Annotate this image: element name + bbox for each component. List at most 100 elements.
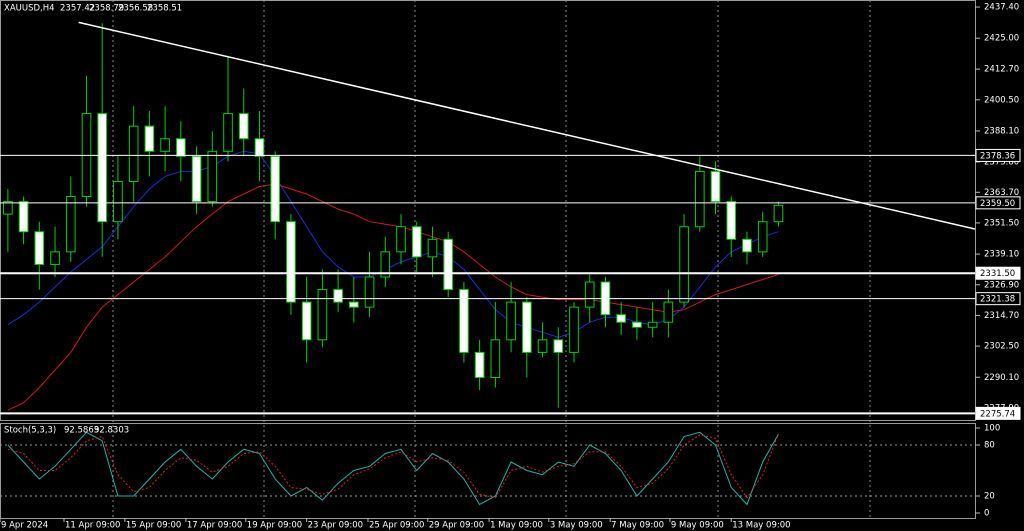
stoch-panel-border bbox=[0, 423, 976, 519]
y-tick-label: 2400.50 bbox=[984, 95, 1019, 105]
candle-body bbox=[128, 125, 139, 182]
y-tick-label: 2351.50 bbox=[984, 218, 1019, 228]
level-label-box bbox=[975, 148, 1021, 162]
candle-body bbox=[176, 138, 186, 157]
x-tick-label: 19 Apr 09:00 bbox=[247, 521, 302, 531]
moving-average bbox=[7, 183, 779, 411]
candle-body bbox=[427, 238, 438, 258]
candle-body bbox=[459, 289, 469, 353]
x-tick-label: 25 Apr 09:00 bbox=[369, 521, 424, 531]
level-label-box bbox=[975, 266, 1021, 280]
candle-body bbox=[191, 155, 202, 203]
y-tick-label: 2326.90 bbox=[984, 280, 1019, 290]
y-tick-label: 2425.00 bbox=[984, 34, 1019, 44]
candle-body bbox=[144, 125, 155, 152]
candle-body bbox=[679, 226, 689, 303]
symbol: XAUUSD,H4 bbox=[4, 4, 55, 14]
level-label-box bbox=[975, 406, 1021, 420]
ohlc-open: 2357.42 bbox=[60, 4, 95, 14]
candle-body bbox=[97, 113, 108, 223]
candle-body bbox=[647, 321, 658, 328]
candle-body bbox=[254, 138, 265, 157]
candle-body bbox=[349, 301, 359, 308]
x-tick-label: 13 May 09:00 bbox=[732, 521, 790, 531]
candle-body bbox=[773, 204, 784, 223]
y-tick-label: 2363.70 bbox=[984, 188, 1019, 198]
candle-body bbox=[569, 306, 579, 353]
x-tick-label: 29 Apr 09:00 bbox=[429, 521, 484, 531]
x-tick-label: 17 Apr 09:00 bbox=[187, 521, 242, 531]
y-tick-label: 2437.40 bbox=[984, 3, 1019, 13]
candle-body bbox=[113, 180, 123, 223]
candle-body bbox=[742, 238, 752, 253]
x-tick-label: 23 Apr 09:00 bbox=[308, 521, 363, 531]
candle-body bbox=[238, 113, 249, 140]
stoch-plot bbox=[0, 431, 975, 506]
candle-body bbox=[506, 301, 516, 341]
x-tick-label: 11 Apr 09:00 bbox=[65, 521, 120, 531]
level-label: 2331.50 bbox=[980, 269, 1015, 279]
x-tick-label: 9 May 09:00 bbox=[671, 521, 724, 531]
y-tick-label: 2290.10 bbox=[984, 373, 1019, 383]
level-label-box bbox=[975, 196, 1021, 210]
x-tick-label: 15 Apr 09:00 bbox=[126, 521, 181, 531]
indicator-name: Stoch(5,3,3) bbox=[4, 426, 56, 436]
candle-body bbox=[34, 231, 45, 265]
candle-body bbox=[18, 201, 29, 233]
level-label: 2321.38 bbox=[980, 295, 1015, 305]
level-label-box bbox=[975, 292, 1021, 306]
ohlc-close: 2358.51 bbox=[147, 4, 182, 14]
x-tick-label: 9 Apr 2024 bbox=[1, 521, 48, 531]
candle-body bbox=[364, 276, 375, 308]
y-tick-label: 2302.50 bbox=[984, 342, 1019, 352]
x-tick-label: 3 May 09:00 bbox=[550, 521, 603, 531]
candle-body bbox=[710, 170, 721, 203]
stoch-header: Stoch(5,3,3) 92.5863 92.8303 bbox=[4, 426, 129, 436]
candle-body bbox=[333, 289, 343, 303]
candle-body bbox=[3, 201, 13, 215]
stoch-line bbox=[7, 433, 779, 499]
indicator-value: 92.8303 bbox=[94, 426, 129, 436]
candle-body bbox=[396, 226, 406, 253]
candle-body bbox=[270, 155, 281, 223]
candle-body bbox=[411, 226, 422, 258]
ohlc-low: 2356.58 bbox=[118, 4, 153, 14]
candle-body bbox=[301, 301, 312, 341]
candle-body bbox=[65, 196, 76, 253]
candle-body bbox=[616, 314, 626, 323]
main-plot bbox=[0, 21, 975, 415]
candle-body bbox=[694, 170, 705, 228]
candle-body bbox=[380, 251, 391, 278]
level-label: 2359.50 bbox=[980, 199, 1015, 209]
y-tick-label: 0 bbox=[984, 508, 989, 518]
candle-body bbox=[553, 339, 564, 353]
level-label: 2378.36 bbox=[980, 151, 1015, 161]
y-tick-label: 2314.70 bbox=[984, 311, 1019, 321]
candle-body bbox=[317, 289, 328, 341]
candle-body bbox=[286, 221, 296, 303]
candle-body bbox=[726, 201, 737, 240]
y-tick-label: 80 bbox=[984, 441, 995, 451]
candle-body bbox=[584, 281, 595, 308]
candle-body bbox=[490, 339, 501, 379]
candle-body bbox=[474, 351, 485, 379]
ohlc-high: 2358.79 bbox=[89, 4, 124, 14]
header: XAUUSD,H4 2357.42 2358.79 2356.58 2358.5… bbox=[4, 4, 182, 14]
time-grid bbox=[112, 0, 871, 518]
indicator-value: 92.5863 bbox=[64, 426, 99, 436]
y-tick-label: 2339.10 bbox=[984, 250, 1019, 260]
trendline bbox=[78, 21, 975, 230]
candle-body bbox=[443, 238, 454, 291]
candle-body bbox=[521, 301, 532, 353]
x-tick-label: 1 May 09:00 bbox=[490, 521, 543, 531]
candle-body bbox=[632, 321, 642, 328]
candle-body bbox=[757, 221, 768, 253]
candle-body bbox=[223, 113, 233, 152]
axes: 2437.40 2425.00 2412.70 2400.50 2388.10 2375.… bbox=[0, 3, 1021, 531]
candle-body bbox=[160, 138, 170, 152]
y-tick-label: 2412.70 bbox=[984, 65, 1019, 75]
candle-body bbox=[663, 301, 674, 323]
stoch-line bbox=[7, 431, 779, 506]
y-tick-label: 2388.10 bbox=[984, 126, 1019, 136]
